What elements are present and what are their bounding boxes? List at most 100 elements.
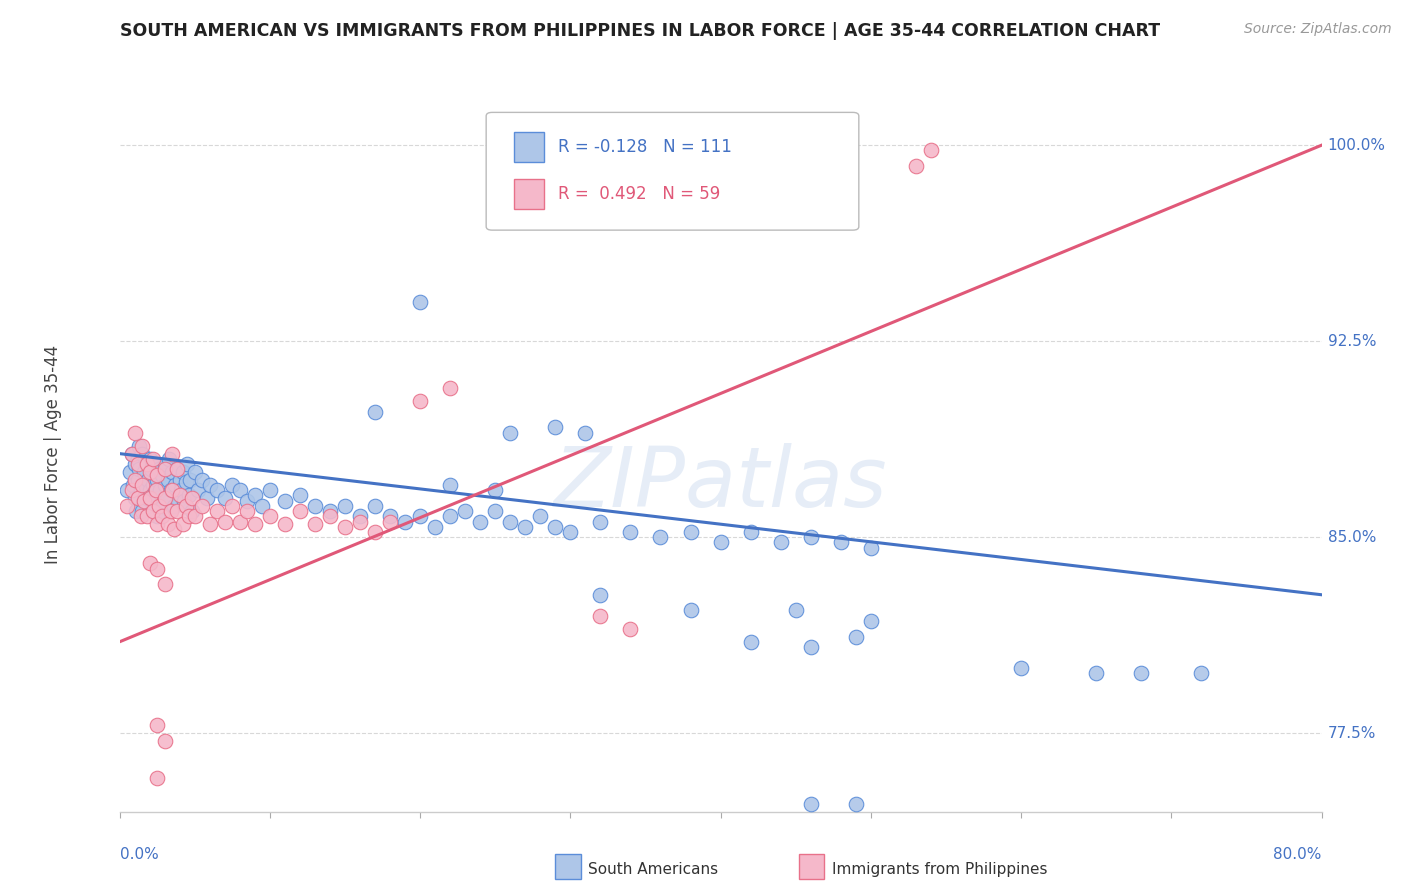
Point (153, 734, 176, 748)
Point (304, 499, 326, 513)
Point (170, 483, 193, 498)
Point (304, 517, 326, 532)
Point (1189, 666, 1212, 681)
Point (709, 535, 731, 549)
Point (153, 491, 176, 505)
Point (845, 630, 868, 644)
Bar (513, 178, 544, 209)
Point (129, 509, 152, 524)
Point (228, 483, 252, 498)
Point (149, 483, 172, 498)
Text: 100.0%: 100.0% (1327, 137, 1386, 153)
Point (159, 504, 181, 518)
Point (560, 524, 582, 539)
Point (115, 483, 138, 498)
Point (153, 462, 176, 476)
Point (499, 515, 522, 529)
Point (468, 515, 492, 529)
Point (679, 524, 702, 539)
Point (1085, 666, 1108, 681)
Point (364, 524, 387, 539)
Point (142, 451, 165, 466)
Point (124, 457, 146, 471)
Point (1010, 661, 1032, 675)
Point (252, 499, 274, 513)
Point (785, 603, 807, 617)
Point (174, 499, 197, 513)
Point (135, 509, 157, 524)
Point (134, 478, 156, 492)
Point (176, 457, 198, 471)
Point (156, 517, 179, 532)
Point (128, 439, 150, 453)
Point (198, 478, 221, 492)
Point (138, 465, 160, 479)
Point (162, 499, 184, 513)
Point (146, 771, 169, 785)
Point (650, 530, 672, 544)
Point (228, 515, 252, 529)
Point (127, 473, 149, 487)
Point (135, 457, 157, 471)
Point (157, 451, 180, 466)
Point (589, 588, 612, 602)
Point (121, 447, 143, 461)
Point (319, 509, 342, 524)
Text: R =  0.492   N = 59: R = 0.492 N = 59 (558, 185, 720, 202)
Point (121, 483, 143, 498)
Text: SOUTH AMERICAN VS IMMIGRANTS FROM PHILIPPINES IN LABOR FORCE | AGE 35-44 CORRELA: SOUTH AMERICAN VS IMMIGRANTS FROM PHILIP… (120, 22, 1160, 40)
Point (131, 447, 153, 461)
Point (349, 509, 371, 524)
Point (364, 499, 387, 513)
Point (274, 517, 297, 532)
Point (138, 491, 160, 505)
Point (769, 535, 792, 549)
Bar (513, 132, 544, 162)
Text: 80.0%: 80.0% (1274, 847, 1322, 863)
Point (830, 535, 852, 549)
Point (142, 504, 165, 518)
Point (740, 524, 762, 539)
Point (143, 457, 166, 471)
Point (529, 509, 551, 524)
Point (132, 493, 155, 508)
Point (409, 509, 432, 524)
Text: Immigrants from Philippines: Immigrants from Philippines (832, 863, 1047, 877)
Point (166, 504, 188, 518)
Point (135, 457, 157, 471)
Text: 92.5%: 92.5% (1327, 334, 1376, 349)
Point (131, 439, 153, 453)
Point (619, 524, 641, 539)
Point (378, 509, 401, 524)
Point (139, 462, 162, 476)
Point (138, 451, 160, 466)
Point (177, 488, 200, 502)
Point (183, 465, 205, 479)
Point (146, 473, 169, 487)
Point (174, 475, 197, 490)
Point (349, 515, 371, 529)
Point (138, 483, 160, 498)
Point (148, 499, 170, 513)
Point (333, 520, 356, 534)
Point (166, 462, 188, 476)
Point (173, 493, 195, 508)
Point (484, 483, 506, 498)
Point (142, 499, 165, 513)
Point (167, 493, 190, 508)
Point (138, 557, 160, 571)
Point (162, 523, 184, 537)
Point (859, 541, 882, 555)
Point (153, 457, 176, 471)
Point (454, 504, 477, 518)
Point (394, 515, 416, 529)
Text: Source: ZipAtlas.com: Source: ZipAtlas.com (1244, 22, 1392, 37)
Point (153, 577, 176, 591)
Point (920, 144, 942, 158)
Point (179, 473, 201, 487)
Point (333, 499, 356, 513)
Point (146, 509, 169, 524)
Point (118, 465, 141, 479)
Point (165, 478, 187, 492)
Point (121, 447, 143, 461)
